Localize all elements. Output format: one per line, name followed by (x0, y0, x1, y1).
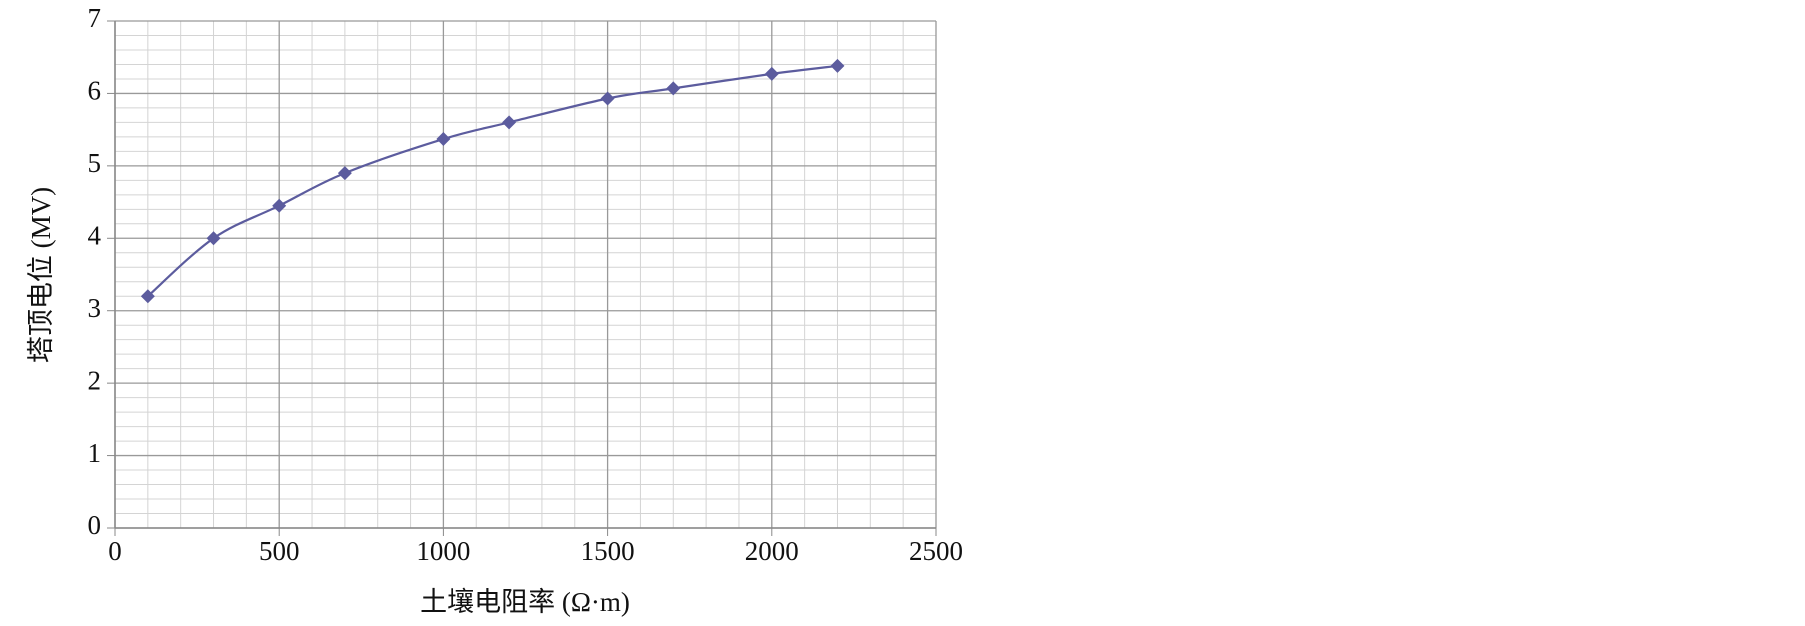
x-axis-title: 土壤电阻率 (Ω·m) (420, 587, 630, 617)
x-tick-label: 1500 (581, 536, 635, 566)
data-marker (206, 231, 221, 246)
x-tick-label: 1000 (416, 536, 470, 566)
data-marker (502, 115, 517, 130)
x-tick-label: 500 (259, 536, 300, 566)
data-marker (666, 81, 681, 96)
x-tick-label: 2500 (909, 536, 963, 566)
y-tick-label: 6 (88, 76, 102, 106)
data-marker (272, 198, 287, 213)
data-marker (337, 166, 352, 181)
data-marker (764, 66, 779, 81)
data-marker (600, 91, 615, 106)
data-marker (140, 289, 155, 304)
x-tick-label: 0 (108, 536, 122, 566)
y-tick-label: 3 (88, 293, 102, 323)
data-marker (830, 58, 845, 73)
y-tick-label: 4 (88, 220, 102, 250)
y-tick-label: 2 (88, 365, 102, 395)
y-axis-title: 塔顶电位 (MV) (26, 187, 56, 363)
y-tick-label: 1 (88, 438, 102, 468)
series-line (147, 64, 838, 298)
x-tick-label: 2000 (745, 536, 799, 566)
data-marker (436, 132, 451, 147)
y-tick-label: 0 (88, 510, 102, 540)
y-tick-label: 7 (88, 3, 102, 33)
y-tick-label: 5 (88, 148, 102, 178)
